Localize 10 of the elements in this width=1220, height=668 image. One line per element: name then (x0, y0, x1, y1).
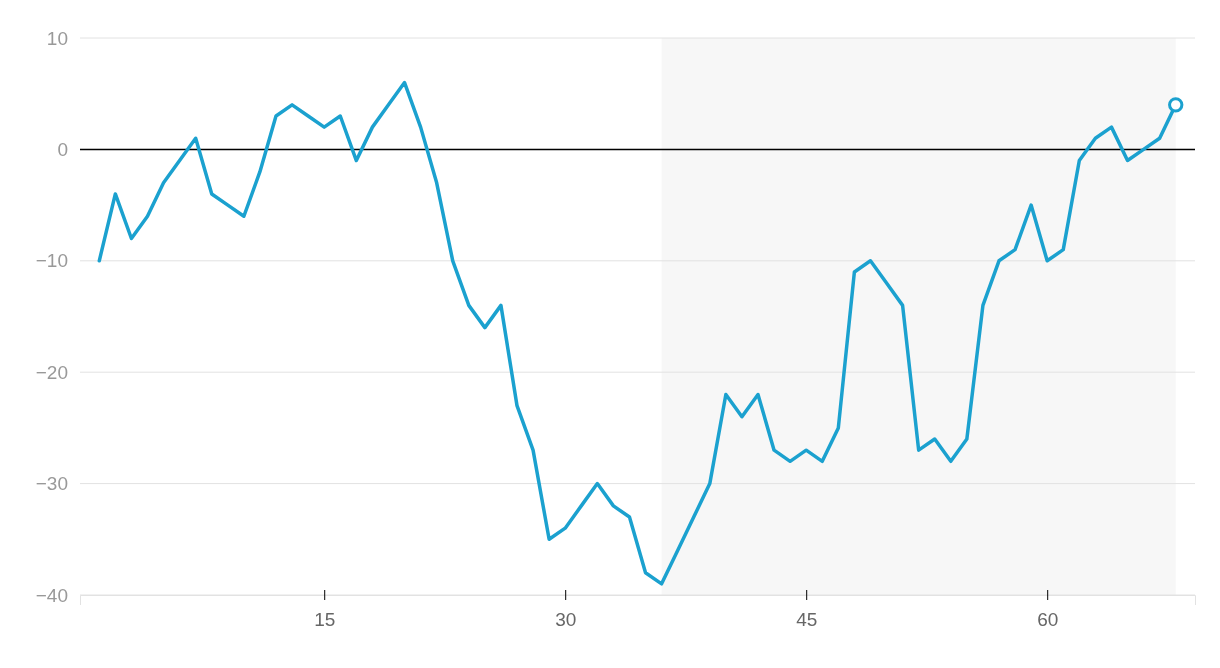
y-tick-label: −30 (35, 473, 68, 495)
x-tick-label: 30 (555, 609, 577, 631)
y-tick-label: 10 (46, 27, 68, 49)
y-tick-label: −20 (35, 361, 68, 383)
x-tick-label: 60 (1037, 609, 1059, 631)
x-tick-label: 15 (314, 609, 336, 631)
x-tick-label: 45 (796, 609, 818, 631)
y-tick-label: 0 (57, 138, 68, 160)
y-tick-label: −40 (35, 584, 68, 606)
y-tick-label: −10 (35, 250, 68, 272)
